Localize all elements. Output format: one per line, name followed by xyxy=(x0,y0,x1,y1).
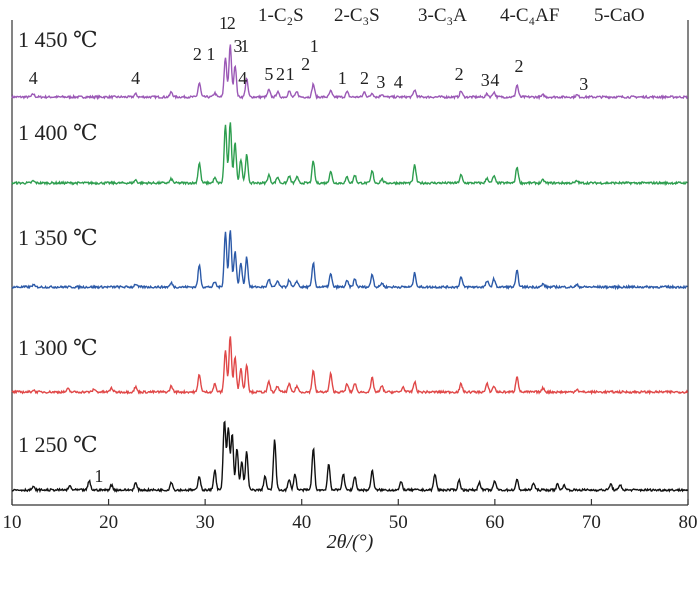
peak-label: 3 xyxy=(579,74,588,94)
peak-label: 2 xyxy=(301,54,310,74)
legend-entry: 3-C₃A xyxy=(418,5,467,26)
peak-label: 1 xyxy=(310,36,319,56)
x-tick-label: 40 xyxy=(292,512,311,533)
peak-label: 2 xyxy=(193,44,202,64)
series-line xyxy=(11,336,689,396)
peak-label: 1 xyxy=(338,68,347,88)
peak-label: 4 xyxy=(29,68,38,88)
x-tick-label: 20 xyxy=(99,512,118,533)
x-tick-label: 50 xyxy=(389,512,408,533)
peak-label: 3 xyxy=(233,36,242,56)
peak-label: 4 xyxy=(394,72,403,92)
x-tick-label: 70 xyxy=(582,512,601,533)
series-label: 1 400 ℃ xyxy=(18,120,98,145)
series-label: 1 250 ℃ xyxy=(18,432,98,457)
series-line xyxy=(11,230,688,291)
peak-label: 3 xyxy=(376,72,385,92)
peak-label: 3 xyxy=(481,70,490,90)
legend-entry: 5-CaO xyxy=(594,5,645,26)
peak-label: 2 xyxy=(276,64,285,84)
x-tick-label: 10 xyxy=(3,512,22,533)
peak-label: 1 xyxy=(219,13,228,33)
x-axis-label: 2θ/(°) xyxy=(327,531,374,553)
peak-label: 2 xyxy=(360,68,369,88)
x-tick-label: 30 xyxy=(196,512,215,533)
plot-frame xyxy=(11,20,689,506)
peak-label: 1 xyxy=(94,466,103,486)
legend-entry: 2-C₃S xyxy=(334,5,380,26)
legend-entry: 4-C₄AF xyxy=(500,5,559,26)
series-label: 1 300 ℃ xyxy=(18,335,98,360)
peak-label: 2 xyxy=(455,64,464,84)
peak-label: 1 xyxy=(240,36,249,56)
series-line xyxy=(11,420,689,494)
series-line xyxy=(11,44,689,101)
peak-label: 5 xyxy=(264,64,273,84)
x-tick-label: 60 xyxy=(485,512,504,533)
legend: 1-C₂S 2-C₃S 3-C₃A 4-C₄AF 5-CaO xyxy=(258,5,645,26)
series-label: 1 350 ℃ xyxy=(18,225,98,250)
peak-label: 2 xyxy=(227,13,236,33)
series-label: 1 450 ℃ xyxy=(18,27,98,52)
peak-label: 1 xyxy=(286,64,295,84)
series-line xyxy=(11,122,688,187)
x-axis-ticks: 10 20 30 40 50 60 70 80 xyxy=(3,499,698,533)
peak-label: 4 xyxy=(131,68,140,88)
peak-label: 4 xyxy=(238,68,247,88)
peak-label: 1 xyxy=(206,44,215,64)
legend-entry: 1-C₂S xyxy=(258,5,304,26)
x-tick-label: 80 xyxy=(679,512,698,533)
peak-label: 4 xyxy=(490,70,499,90)
series-layer: 1 450 ℃ 1 400 ℃ 1 350 ℃ 1 300 ℃ 1 250 ℃ xyxy=(11,27,689,494)
peak-label: 2 xyxy=(515,56,524,76)
